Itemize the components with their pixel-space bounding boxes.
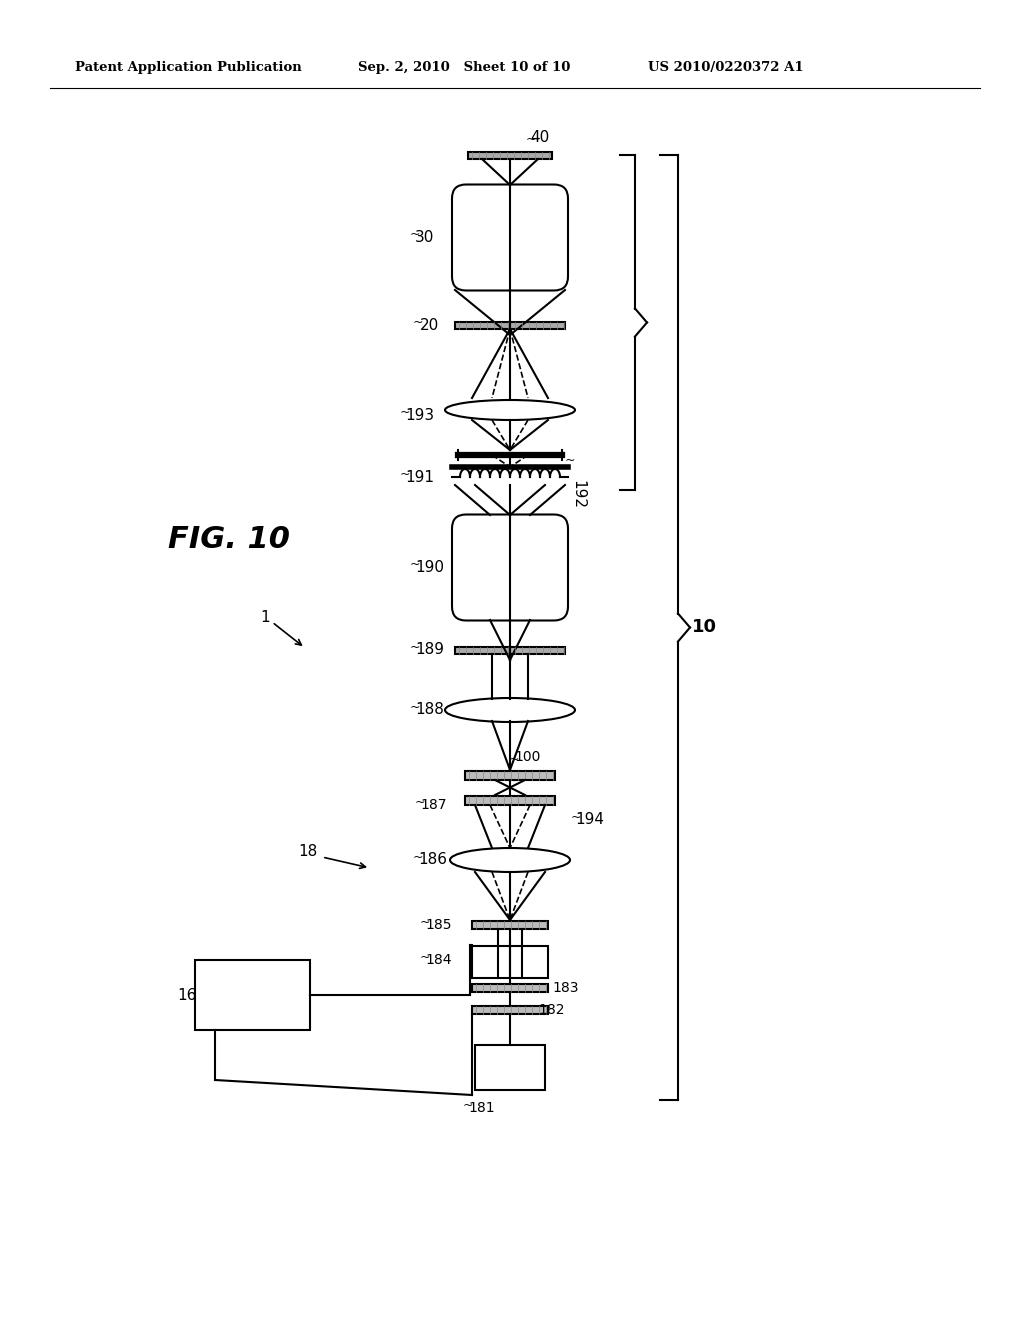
- Text: 192: 192: [570, 480, 585, 510]
- Text: 100: 100: [514, 750, 541, 764]
- Text: 189: 189: [415, 643, 444, 657]
- Text: ~: ~: [509, 752, 519, 766]
- Text: ~: ~: [400, 467, 411, 480]
- Text: ~: ~: [400, 405, 411, 418]
- Text: ~: ~: [463, 1098, 473, 1111]
- Bar: [455, 322, 565, 329]
- Text: 186: 186: [418, 853, 447, 867]
- Text: 1: 1: [260, 610, 269, 626]
- Text: ~: ~: [410, 701, 421, 714]
- Bar: [475, 1045, 545, 1090]
- Text: 181: 181: [468, 1101, 495, 1115]
- Text: 183: 183: [552, 981, 579, 995]
- Text: FIG. 10: FIG. 10: [168, 525, 290, 554]
- Bar: [465, 796, 555, 804]
- Text: US 2010/0220372 A1: US 2010/0220372 A1: [648, 62, 804, 74]
- Bar: [472, 983, 548, 993]
- Text: ~: ~: [413, 315, 424, 329]
- Text: 193: 193: [406, 408, 434, 422]
- Text: 191: 191: [406, 470, 434, 484]
- Text: ~: ~: [420, 950, 430, 964]
- Bar: [472, 946, 548, 978]
- Text: ~: ~: [410, 228, 421, 242]
- Text: 194: 194: [575, 813, 604, 828]
- Text: Patent Application Publication: Patent Application Publication: [75, 62, 302, 74]
- Text: 185: 185: [425, 917, 452, 932]
- Text: ~: ~: [415, 796, 426, 808]
- Text: 10: 10: [692, 619, 717, 636]
- Text: ~: ~: [571, 810, 582, 824]
- Text: ~: ~: [410, 558, 421, 572]
- Bar: [472, 921, 548, 929]
- Text: 184: 184: [425, 953, 452, 968]
- Text: 16: 16: [177, 987, 197, 1002]
- Text: ~: ~: [420, 916, 430, 928]
- Bar: [455, 647, 565, 653]
- Text: 182: 182: [538, 1003, 564, 1016]
- Text: ~: ~: [413, 850, 424, 863]
- Text: Sep. 2, 2010   Sheet 10 of 10: Sep. 2, 2010 Sheet 10 of 10: [358, 62, 570, 74]
- Text: 188: 188: [415, 702, 443, 718]
- Bar: [195, 960, 310, 1030]
- Text: ~: ~: [410, 640, 421, 653]
- Text: 20: 20: [420, 318, 439, 333]
- Text: ~: ~: [526, 132, 537, 145]
- Text: 187: 187: [420, 799, 446, 812]
- Text: 190: 190: [415, 560, 444, 576]
- Bar: [472, 1006, 548, 1014]
- Text: 18: 18: [298, 845, 317, 859]
- Text: 30: 30: [415, 230, 434, 246]
- Text: ~: ~: [565, 454, 575, 466]
- Text: 40: 40: [530, 129, 549, 144]
- Bar: [468, 152, 552, 158]
- Bar: [465, 771, 555, 780]
